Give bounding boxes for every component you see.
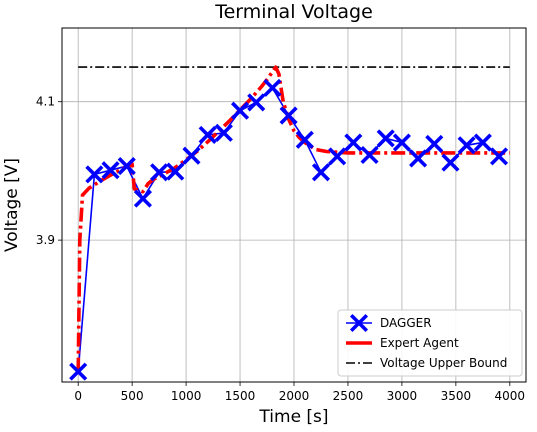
dagger-point xyxy=(473,133,492,152)
dagger-point xyxy=(489,147,509,166)
x-tick-label: 1000 xyxy=(171,389,202,403)
x-tick-label: 2500 xyxy=(333,389,364,403)
series-layer xyxy=(69,65,510,381)
tick-layer: 0 500 1000 1500 2000 2500 3000 3500 4000 3.9 4.1 xyxy=(36,95,525,403)
dagger-point xyxy=(214,123,233,142)
dagger-point xyxy=(166,162,185,181)
legend-marker-dagger xyxy=(349,313,369,333)
dagger-point xyxy=(231,101,250,120)
legend-entry-upper-bound: Voltage Upper Bound xyxy=(346,356,507,370)
legend-entry-expert-agent: Expert Agent xyxy=(346,336,459,350)
grid-layer xyxy=(62,28,526,382)
legend-label: Expert Agent xyxy=(380,336,459,350)
dagger-point xyxy=(328,147,347,166)
dagger-point xyxy=(376,129,395,148)
dagger-point xyxy=(311,163,331,182)
dagger-point xyxy=(182,146,201,165)
x-tick-label: 0 xyxy=(74,389,82,403)
dagger-point xyxy=(69,362,88,381)
dagger-point xyxy=(457,136,476,155)
x-tick-label: 3500 xyxy=(441,389,472,403)
legend-label: DAGGER xyxy=(380,316,432,330)
y-tick-label: 4.1 xyxy=(36,95,55,109)
dagger-point xyxy=(198,125,217,144)
dagger-point xyxy=(133,189,152,208)
dagger-point xyxy=(263,78,282,97)
x-tick-label: 2000 xyxy=(279,389,310,403)
dagger-point xyxy=(360,145,379,165)
x-tick-label: 1500 xyxy=(225,389,256,403)
y-axis-title: Voltage [V] xyxy=(2,158,22,252)
legend-entry-dagger: DAGGER xyxy=(346,313,432,333)
x-tick-label: 4000 xyxy=(495,389,526,403)
dagger-point xyxy=(101,161,120,180)
x-axis-title: Time [s] xyxy=(258,407,328,427)
dagger-point xyxy=(150,163,169,182)
dagger-point xyxy=(425,134,444,153)
dagger-point xyxy=(247,93,266,112)
dagger-point xyxy=(117,157,136,176)
dagger-point xyxy=(279,106,298,125)
x-tick-label: 3000 xyxy=(387,389,418,403)
legend: DAGGER Expert Agent Voltage Upper Bound xyxy=(337,309,523,377)
dagger-point xyxy=(392,133,411,152)
legend-box xyxy=(337,309,523,377)
x-tick-label: 500 xyxy=(121,389,144,403)
dagger-point xyxy=(295,130,314,149)
dagger-point xyxy=(344,133,363,152)
dagger-point xyxy=(409,149,428,168)
legend-label: Voltage Upper Bound xyxy=(380,356,507,370)
y-tick-label: 3.9 xyxy=(36,233,55,247)
dagger-point xyxy=(441,153,460,172)
chart-title: Terminal Voltage xyxy=(214,1,373,23)
dagger-point xyxy=(85,165,104,184)
